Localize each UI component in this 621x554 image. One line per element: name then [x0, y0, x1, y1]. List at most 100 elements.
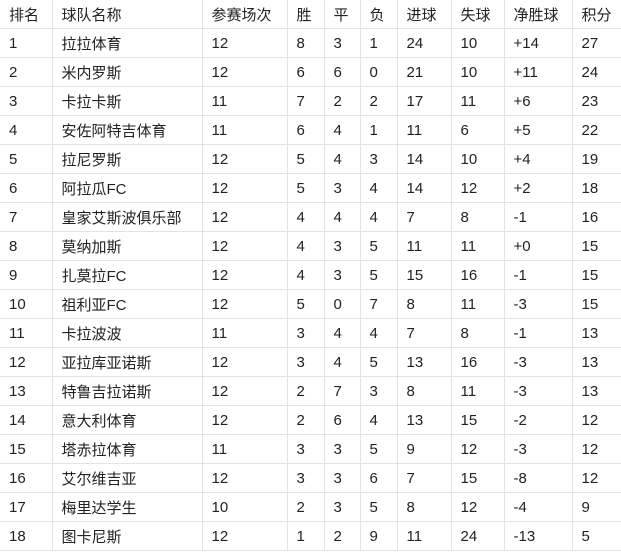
cell-matches-played: 11 — [201, 434, 288, 464]
cell-team-name: 艾尔维吉亚 — [51, 463, 203, 493]
table-row: 3 卡拉卡斯 11 7 2 2 17 11 +6 23 — [0, 86, 621, 116]
table-row: 16 艾尔维吉亚 12 3 3 6 7 15 -8 12 — [0, 463, 621, 493]
cell-matches-played: 12 — [201, 231, 288, 261]
cell-rank: 5 — [0, 144, 53, 174]
cell-losses: 4 — [359, 173, 398, 203]
cell-draws: 3 — [323, 260, 361, 290]
cell-goals-against: 10 — [450, 144, 505, 174]
cell-matches-played: 12 — [201, 173, 288, 203]
cell-rank: 4 — [0, 115, 53, 145]
cell-draws: 3 — [323, 463, 361, 493]
cell-points: 12 — [571, 434, 621, 464]
cell-team-name: 拉拉体育 — [51, 28, 203, 58]
cell-losses: 5 — [359, 492, 398, 522]
cell-draws: 3 — [323, 28, 361, 58]
cell-losses: 6 — [359, 463, 398, 493]
cell-losses: 5 — [359, 434, 398, 464]
cell-goals-against: 16 — [450, 260, 505, 290]
cell-draws: 4 — [323, 144, 361, 174]
table-row: 7 皇家艾斯波俱乐部 12 4 4 4 7 8 -1 16 — [0, 202, 621, 232]
cell-points: 13 — [571, 347, 621, 377]
cell-points: 15 — [571, 289, 621, 319]
cell-goals-for: 11 — [396, 115, 452, 145]
cell-points: 13 — [571, 376, 621, 406]
cell-matches-played: 12 — [201, 202, 288, 232]
cell-draws: 3 — [323, 492, 361, 522]
cell-draws: 3 — [323, 173, 361, 203]
cell-rank: 16 — [0, 463, 53, 493]
cell-goals-for: 11 — [396, 521, 452, 551]
cell-points: 12 — [571, 405, 621, 435]
cell-rank: 15 — [0, 434, 53, 464]
cell-wins: 7 — [286, 86, 325, 116]
table-row: 4 安佐阿特吉体育 11 6 4 1 11 6 +5 22 — [0, 115, 621, 145]
cell-team-name: 皇家艾斯波俱乐部 — [51, 202, 203, 232]
cell-losses: 1 — [359, 115, 398, 145]
cell-rank: 1 — [0, 28, 53, 58]
cell-goals-against: 15 — [450, 405, 505, 435]
cell-goals-for: 13 — [396, 347, 452, 377]
header-matches-played: 参赛场次 — [201, 0, 288, 29]
header-row: 排名 球队名称 参赛场次胜平负进球 失球 净胜球 积分 — [0, 0, 621, 29]
cell-goal-difference: -1 — [503, 260, 573, 290]
table-row: 9 扎莫拉FC 12 4 3 5 15 16 -1 15 — [0, 260, 621, 290]
cell-goal-difference: -13 — [503, 521, 573, 551]
cell-team-name: 扎莫拉FC — [51, 260, 203, 290]
cell-points: 5 — [571, 521, 621, 551]
cell-rank: 12 — [0, 347, 53, 377]
cell-matches-played: 12 — [201, 289, 288, 319]
table-row: 12 亚拉库亚诺斯 12 3 4 5 13 16 -3 13 — [0, 347, 621, 377]
cell-goal-difference: -2 — [503, 405, 573, 435]
cell-points: 9 — [571, 492, 621, 522]
cell-goal-difference: +4 — [503, 144, 573, 174]
cell-draws: 4 — [323, 115, 361, 145]
cell-draws: 6 — [323, 57, 361, 87]
table-row: 14 意大利体育 12 2 6 4 13 15 -2 12 — [0, 405, 621, 435]
cell-goal-difference: +11 — [503, 57, 573, 87]
cell-matches-played: 11 — [201, 115, 288, 145]
cell-goal-difference: -3 — [503, 289, 573, 319]
cell-matches-played: 12 — [201, 260, 288, 290]
header-goals-for: 进球 — [396, 0, 452, 29]
cell-losses: 0 — [359, 57, 398, 87]
cell-goals-against: 8 — [450, 202, 505, 232]
cell-goals-against: 12 — [450, 492, 505, 522]
cell-points: 12 — [571, 463, 621, 493]
cell-wins: 3 — [286, 318, 325, 348]
table-row: 15 塔赤拉体育 11 3 3 5 9 12 -3 12 — [0, 434, 621, 464]
cell-team-name: 拉尼罗斯 — [51, 144, 203, 174]
cell-team-name: 意大利体育 — [51, 405, 203, 435]
cell-rank: 11 — [0, 318, 53, 348]
cell-draws: 3 — [323, 434, 361, 464]
cell-goals-for: 8 — [396, 289, 452, 319]
cell-team-name: 阿拉瓜FC — [51, 173, 203, 203]
cell-losses: 5 — [359, 347, 398, 377]
header-team-name: 球队名称 — [51, 0, 203, 29]
cell-wins: 4 — [286, 260, 325, 290]
cell-wins: 6 — [286, 57, 325, 87]
cell-matches-played: 11 — [201, 318, 288, 348]
cell-matches-played: 12 — [201, 463, 288, 493]
cell-goals-against: 12 — [450, 434, 505, 464]
cell-goals-against: 8 — [450, 318, 505, 348]
cell-goals-for: 13 — [396, 405, 452, 435]
cell-losses: 4 — [359, 318, 398, 348]
cell-rank: 17 — [0, 492, 53, 522]
cell-goals-against: 15 — [450, 463, 505, 493]
cell-draws: 6 — [323, 405, 361, 435]
cell-goals-for: 9 — [396, 434, 452, 464]
cell-matches-played: 10 — [201, 492, 288, 522]
cell-team-name: 亚拉库亚诺斯 — [51, 347, 203, 377]
cell-goal-difference: -4 — [503, 492, 573, 522]
cell-draws: 3 — [323, 231, 361, 261]
cell-rank: 3 — [0, 86, 53, 116]
cell-goal-difference: -3 — [503, 347, 573, 377]
cell-goals-against: 11 — [450, 376, 505, 406]
cell-goals-for: 7 — [396, 463, 452, 493]
cell-team-name: 米内罗斯 — [51, 57, 203, 87]
cell-team-name: 图卡尼斯 — [51, 521, 203, 551]
cell-goals-against: 11 — [450, 86, 505, 116]
cell-goal-difference: -8 — [503, 463, 573, 493]
table-row: 2 米内罗斯 12 6 6 0 21 10 +11 24 — [0, 57, 621, 87]
cell-goals-for: 24 — [396, 28, 452, 58]
